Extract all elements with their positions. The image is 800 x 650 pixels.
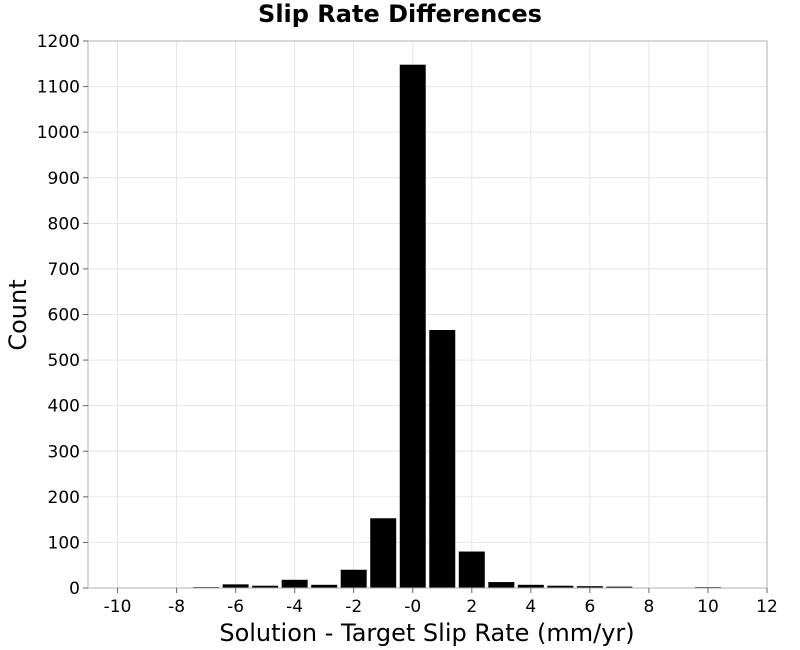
chart-title: Slip Rate Differences	[258, 0, 542, 28]
histogram-bar-9	[370, 518, 397, 588]
x-tick-label-5: -0	[404, 597, 421, 617]
tick-layer: -10 -8 -6 -4 -2 -0 2 4 6 8 10 12 0 100 200 300 400 500 600…	[37, 32, 778, 617]
histogram-bar-14	[517, 584, 544, 588]
x-tick-label-8: 6	[584, 597, 595, 617]
x-tick-label-1: -8	[168, 597, 185, 617]
histogram-bar-10	[399, 64, 426, 589]
x-tick-label-3: -4	[286, 597, 303, 617]
histogram-bar-4	[222, 584, 249, 588]
y-tick-label-4: 400	[48, 397, 80, 417]
histogram-bar-8	[340, 569, 367, 588]
y-tick-label-10: 1000	[37, 123, 80, 143]
histogram-bar-16	[576, 586, 603, 588]
histogram-bar-13	[488, 582, 515, 588]
y-tick-label-11: 1100	[37, 78, 80, 98]
y-tick-label-8: 800	[48, 214, 80, 234]
y-tick-label-6: 600	[48, 306, 80, 326]
x-tick-label-6: 2	[466, 597, 477, 617]
y-tick-label-7: 700	[48, 260, 80, 280]
x-tick-label-9: 8	[643, 597, 654, 617]
bar-layer	[193, 64, 751, 589]
x-tick-label-10: 10	[697, 597, 719, 617]
y-tick-label-12: 1200	[37, 32, 80, 52]
y-axis-label: Count	[4, 279, 32, 350]
y-tick-label-2: 200	[48, 488, 80, 508]
x-tick-label-2: -6	[227, 597, 244, 617]
x-axis-label: Solution - Target Slip Rate (mm/yr)	[219, 619, 634, 647]
grid-layer	[88, 40, 768, 589]
histogram-bar-17	[606, 586, 633, 588]
histogram-bar-12	[458, 551, 485, 588]
y-tick-label-3: 300	[48, 442, 80, 462]
y-tick-label-0: 0	[69, 579, 80, 599]
histogram-bar-5	[252, 585, 279, 588]
x-tick-label-11: 12	[756, 597, 778, 617]
x-tick-label-4: -2	[345, 597, 362, 617]
y-tick-label-1: 100	[48, 533, 80, 553]
histogram-bar-15	[547, 585, 574, 588]
y-tick-label-5: 500	[48, 351, 80, 371]
y-tick-label-9: 900	[48, 169, 80, 189]
histogram-bar-7	[311, 584, 338, 588]
histogram-bar-6	[281, 579, 308, 588]
x-tick-label-0: -10	[104, 597, 132, 617]
histogram-bar-11	[429, 329, 456, 588]
x-tick-label-7: 4	[525, 597, 536, 617]
